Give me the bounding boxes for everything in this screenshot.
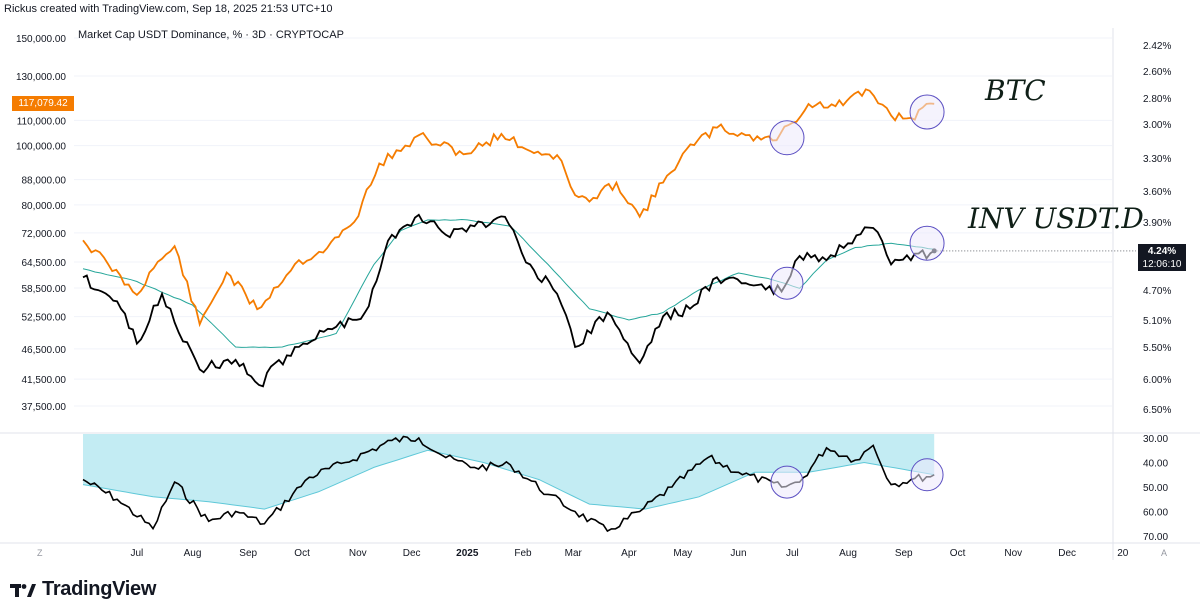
- x-axis-tick-label: May: [673, 548, 692, 559]
- right-axis-tick-label: 5.10%: [1143, 316, 1171, 327]
- usdt-last-value-badge: 4.24% 12:06:10: [1138, 244, 1186, 271]
- grid-layer: [0, 28, 1200, 560]
- oscillator-axis-tick-label: 50.00: [1143, 483, 1168, 494]
- x-axis-tick-label: Jul: [130, 548, 143, 559]
- left-axis-tick-label: 80,000.00: [22, 201, 67, 212]
- chart-credit: Rickus created with TradingView.com, Sep…: [4, 3, 333, 15]
- left-axis-tick-label: 100,000.00: [16, 142, 66, 153]
- x-axis-tick-label: Jul: [786, 548, 799, 559]
- left-axis-tick-label: 58,500.00: [22, 284, 67, 295]
- x-axis-tick-label: Sep: [239, 548, 257, 559]
- x-axis-tick-label: Nov: [349, 548, 367, 559]
- usdt-ma-line[interactable]: [82, 218, 935, 349]
- x-axis-tick-label: Dec: [403, 548, 421, 559]
- oscillator-axis-tick-label: 30.00: [1143, 434, 1168, 445]
- left-axis-tick-label: 72,000.00: [22, 229, 67, 240]
- x-axis-tick-label: 2025: [456, 548, 479, 559]
- left-axis-tick-label: 52,500.00: [22, 313, 67, 324]
- bar-countdown: 12:06:10: [1142, 259, 1182, 270]
- x-axis-tick-label: Aug: [184, 548, 202, 559]
- left-axis-tick-label: 150,000.00: [16, 34, 66, 45]
- logo-text: TradingView: [42, 578, 157, 600]
- highlight-circle[interactable]: [910, 458, 944, 492]
- usdt-dominance-line[interactable]: [82, 213, 935, 388]
- left-axis-tick-label: 88,000.00: [22, 176, 67, 187]
- right-axis-tick-label: 2.42%: [1143, 41, 1171, 52]
- x-axis-tick-label: Aug: [839, 548, 857, 559]
- oscillator-pane: [82, 434, 935, 533]
- right-axis-tick-label: 2.80%: [1143, 94, 1171, 105]
- x-axis-tick-label: Mar: [565, 548, 583, 559]
- x-axis-tick-label: Oct: [950, 548, 966, 559]
- x-axis-tick-label: Oct: [294, 548, 310, 559]
- tradingview-logo-icon: [10, 583, 36, 597]
- inv-usdt-annotation: INV USDT.D: [968, 202, 1144, 235]
- left-axis-tick-label: 130,000.00: [16, 72, 66, 83]
- left-axis-tick-label: 64,500.00: [22, 258, 67, 269]
- right-axis-tick-label: 3.00%: [1143, 120, 1171, 131]
- left-axis-tick-label: 41,500.00: [22, 375, 67, 386]
- x-axis-tick-label: Feb: [514, 548, 532, 559]
- x-axis-tick-label: Sep: [895, 548, 913, 559]
- x-axis-tick-label: Jun: [730, 548, 746, 559]
- right-axis-tick-label: 6.00%: [1143, 375, 1171, 386]
- btc-price-line[interactable]: [82, 88, 935, 328]
- right-axis-tick-label: 3.60%: [1143, 187, 1171, 198]
- right-axis-tick-label: 3.30%: [1143, 154, 1171, 165]
- highlight-circle[interactable]: [770, 465, 804, 499]
- left-axis-tick-label: 110,000.00: [17, 116, 67, 127]
- auto-scale-toggle[interactable]: A: [1161, 548, 1168, 558]
- left-axis-tick-label: 37,500.00: [22, 402, 67, 413]
- zoom-toggle-left[interactable]: Z: [37, 548, 43, 558]
- highlight-circle[interactable]: [909, 94, 945, 130]
- highlight-circles: [769, 94, 945, 499]
- btc-price-badge: 117,079.42: [12, 96, 74, 111]
- right-axis-tick-label: 4.70%: [1143, 286, 1171, 297]
- highlight-circle[interactable]: [769, 120, 805, 156]
- x-axis-tick-label: Dec: [1058, 548, 1076, 559]
- highlight-circle[interactable]: [909, 225, 945, 261]
- oscillator-band-fill: [83, 434, 935, 510]
- main-price-pane: [82, 88, 1136, 388]
- right-axis-tick-label: 5.50%: [1143, 343, 1171, 354]
- oscillator-axis-tick-label: 60.00: [1143, 508, 1168, 519]
- x-axis-tick-label: 20: [1117, 548, 1129, 559]
- right-axis-tick-label: 6.50%: [1143, 405, 1171, 416]
- highlight-circle[interactable]: [770, 266, 804, 300]
- usdt-value: 4.24%: [1147, 246, 1177, 257]
- axis-layer: 150,000.00 130,000.00 110,000.00 100,000.00…: [16, 34, 1172, 559]
- btc-annotation: BTC: [985, 74, 1046, 107]
- right-axis-tick-label: 3.90%: [1143, 218, 1171, 229]
- left-axis-tick-label: 46,500.00: [22, 345, 67, 356]
- oscillator-axis-tick-label: 40.00: [1143, 459, 1168, 470]
- x-axis-tick-label: Nov: [1004, 548, 1022, 559]
- tradingview-logo[interactable]: TradingView: [10, 578, 156, 601]
- oscillator-axis-tick-label: 70.00: [1143, 532, 1168, 543]
- symbol-title[interactable]: Market Cap USDT Dominance, % · 3D · CRYP…: [78, 29, 344, 41]
- right-axis-tick-label: 2.60%: [1143, 67, 1171, 78]
- x-axis-tick-label: Apr: [621, 548, 637, 559]
